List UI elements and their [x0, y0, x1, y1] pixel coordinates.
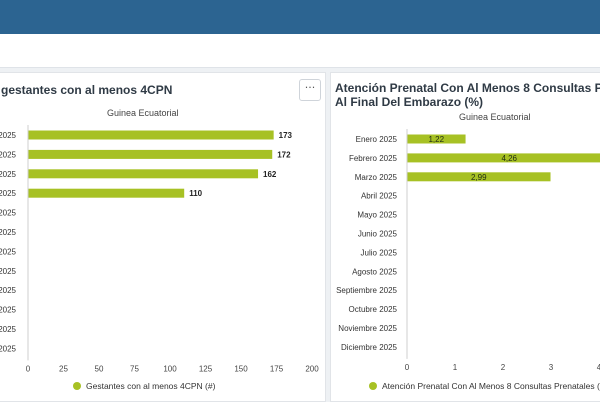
x-tick-label: 2 — [501, 363, 506, 372]
bar — [407, 134, 466, 144]
category-label: Febrero 2025 — [349, 154, 398, 163]
x-tick-label: 3 — [549, 363, 554, 372]
x-tick-label: 150 — [234, 364, 248, 373]
bar-chart-gestantes: 2025 173 2025 172 2025 162 2025 110 2025 2025 2025… — [0, 125, 319, 373]
category-label: 2025 — [0, 247, 17, 256]
bar — [28, 130, 274, 140]
data-label: 173 — [279, 131, 293, 140]
panel-title: e gestantes con al menos 4CPN — [0, 83, 173, 97]
x-tick-label: 0 — [405, 363, 410, 372]
category-label: Agosto 2025 — [352, 267, 397, 276]
data-label: 4,26 — [501, 154, 517, 163]
chart-subtitle: Guinea Ecuatorial — [107, 108, 179, 118]
bar-chart-atencion-prenatal: Enero 2025 1,22 Febrero 2025 4,26 Marzo 2025… — [336, 129, 600, 372]
chart-panel-atencion-prenatal: Atención Prenatal Con Al Menos 8 Consult… — [330, 72, 600, 402]
more-options-button[interactable]: ··· — [299, 79, 321, 101]
chart-subtitle: Guinea Ecuatorial — [459, 112, 531, 122]
bar — [28, 169, 259, 179]
data-label: 172 — [277, 150, 291, 159]
category-label: Noviembre 2025 — [338, 324, 397, 333]
category-label: Abril 2025 — [361, 192, 398, 201]
x-tick-label: 75 — [130, 364, 139, 373]
panel-title-line1: Atención Prenatal Con Al Menos 8 Consult… — [335, 81, 600, 95]
category-label: 2025 — [0, 170, 17, 179]
chart-legend: Gestantes con al menos 4CPN (#) — [73, 381, 215, 391]
category-label: 2025 — [0, 306, 17, 315]
legend-label: Atención Prenatal Con Al Menos 8 Consult… — [382, 381, 600, 391]
x-tick-label: 125 — [199, 364, 213, 373]
panel-title-line2: Al Final Del Embarazo (%) — [335, 95, 484, 109]
category-label: 2025 — [0, 286, 17, 295]
toolbar-bar — [0, 34, 600, 68]
category-label: 2025 — [0, 189, 17, 198]
x-tick-label: 50 — [95, 364, 104, 373]
category-label: Julio 2025 — [361, 248, 398, 257]
data-label: 1,22 — [428, 135, 444, 144]
data-label: 162 — [263, 170, 277, 179]
x-tick-label: 0 — [26, 364, 31, 373]
data-label: 110 — [189, 189, 202, 198]
category-label: 2025 — [0, 267, 17, 276]
x-tick-label: 100 — [163, 364, 177, 373]
category-label: Enero 2025 — [356, 135, 398, 144]
category-label: Mayo 2025 — [357, 211, 397, 220]
chart-legend: Atención Prenatal Con Al Menos 8 Consult… — [369, 381, 600, 391]
bar — [28, 188, 185, 198]
category-label: 2025 — [0, 150, 17, 159]
x-tick-label: 200 — [305, 364, 319, 373]
category-label: Septiembre 2025 — [336, 286, 397, 295]
category-label: Junio 2025 — [358, 230, 398, 239]
legend-label: Gestantes con al menos 4CPN (#) — [86, 381, 216, 391]
bar — [407, 153, 600, 163]
bar — [407, 172, 551, 182]
x-tick-label: 25 — [59, 364, 68, 373]
chart-panel-gestantes: e gestantes con al menos 4CPN ··· Guinea… — [0, 72, 326, 402]
legend-swatch — [369, 382, 377, 390]
legend-swatch — [73, 382, 81, 390]
category-label: 2025 — [0, 131, 17, 140]
category-label: Octubre 2025 — [349, 305, 398, 314]
x-tick-label: 175 — [270, 364, 284, 373]
category-label: 2025 — [0, 209, 17, 218]
x-tick-label: 4 — [597, 363, 600, 372]
app-header-bar — [0, 0, 600, 34]
category-label: Diciembre 2025 — [341, 343, 398, 352]
category-label: Marzo 2025 — [355, 173, 398, 182]
category-label: 2025 — [0, 344, 17, 353]
category-label: 2025 — [0, 325, 17, 334]
bar — [28, 149, 273, 159]
data-label: 2,99 — [471, 173, 487, 182]
category-label: 2025 — [0, 228, 17, 237]
x-tick-label: 1 — [453, 363, 458, 372]
